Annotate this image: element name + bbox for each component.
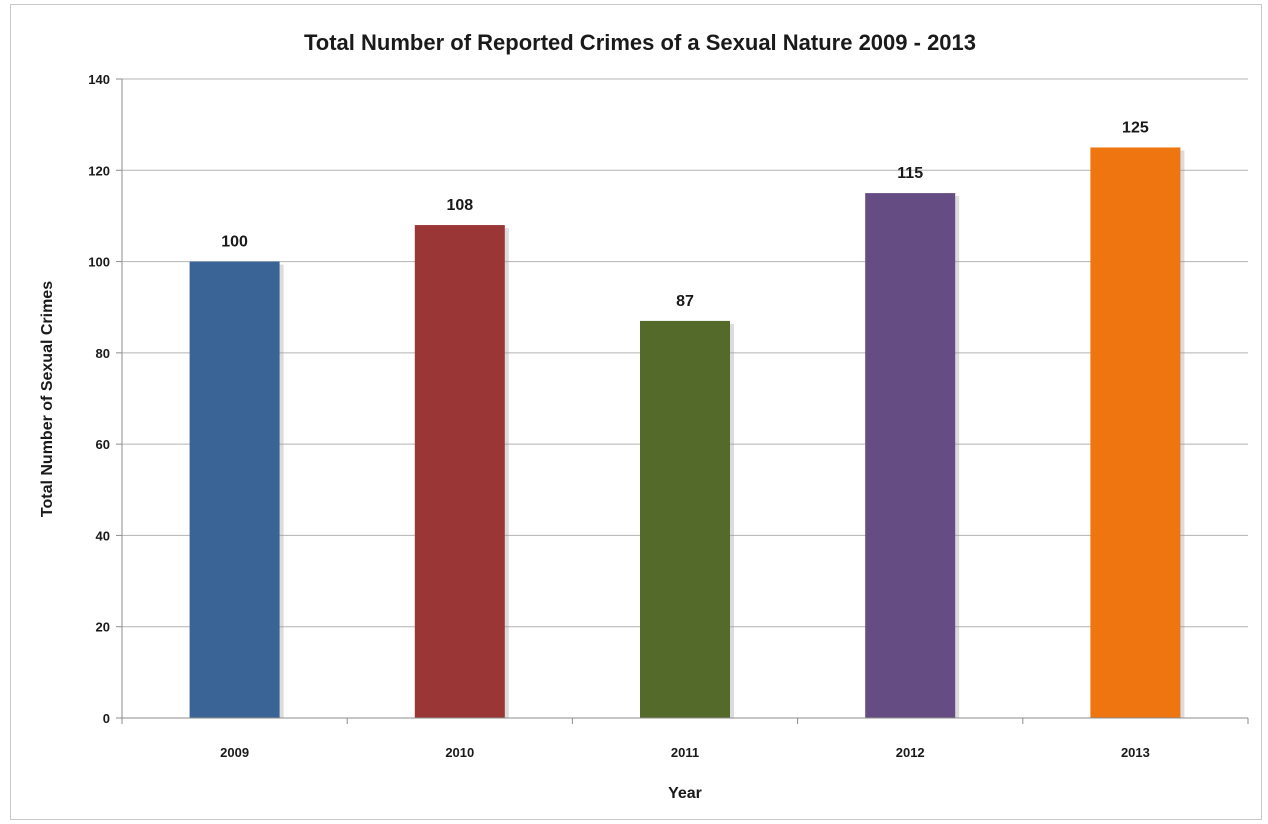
bar-2009 [189, 261, 280, 718]
x-tick-labels: 2009 2010 2011 2012 2013 [220, 745, 1150, 760]
y-tick-label: 80 [96, 346, 110, 361]
bar-2011 [640, 320, 730, 718]
x-tick-label: 2013 [1121, 745, 1150, 760]
data-label: 100 [221, 234, 248, 251]
y-tick-label: 140 [88, 72, 110, 87]
y-tick-label: 100 [88, 255, 110, 270]
bar-2010 [414, 225, 505, 719]
bars [189, 147, 1185, 719]
x-tick-label: 2012 [896, 745, 925, 760]
x-tick-label: 2009 [220, 745, 249, 760]
chart-title: Total Number of Reported Crimes of a Sex… [304, 30, 976, 55]
bar-2013 [1090, 147, 1181, 718]
gridlines [122, 78, 1248, 628]
x-tick-label: 2011 [671, 745, 699, 760]
data-labels: 100 108 87 115 125 [221, 119, 1149, 309]
y-tick-label: 40 [96, 528, 110, 543]
x-axis-title: Year [668, 785, 702, 802]
bar-2012 [865, 193, 956, 718]
x-tick-label: 2010 [445, 745, 474, 760]
y-tick-label: 60 [96, 437, 110, 452]
y-tick-labels: 0 20 40 60 80 100 120 140 [88, 72, 110, 726]
y-tick-label: 120 [88, 163, 110, 178]
data-label: 87 [676, 293, 694, 310]
y-tick-label: 0 [103, 711, 110, 726]
y-axis-title: Total Number of Sexual Crimes [39, 281, 56, 517]
axes [116, 78, 1249, 724]
y-tick-label: 20 [96, 620, 110, 635]
data-label: 108 [446, 197, 473, 214]
data-label: 115 [897, 165, 923, 182]
data-label: 125 [1122, 119, 1149, 136]
